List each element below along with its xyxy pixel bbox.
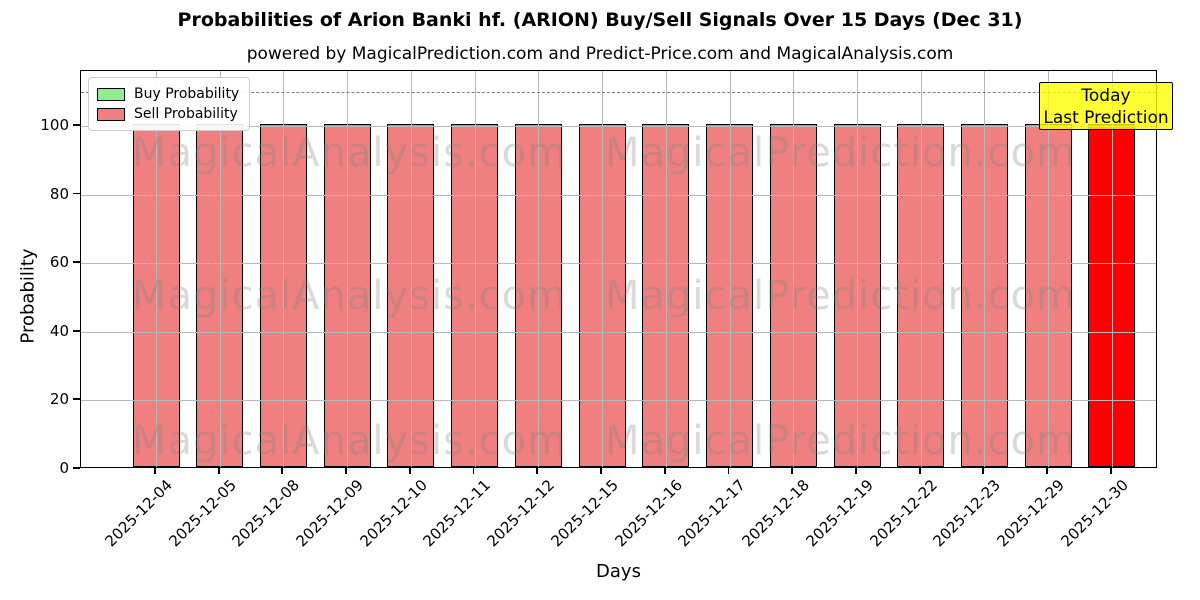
h-gridline [81, 331, 1156, 333]
x-tick [217, 468, 220, 474]
x-tick-label: 2025-12-23 [929, 476, 1005, 551]
legend-label-buy: Buy Probability [134, 86, 240, 102]
today-annotation-line2: Last Prediction [1043, 108, 1169, 128]
h-gridline [81, 126, 1156, 127]
x-tick-label: 2025-12-17 [674, 476, 750, 551]
y-tick [73, 467, 80, 469]
x-tick [663, 468, 666, 474]
x-tick-label: 2025-12-15 [547, 476, 622, 551]
x-tick [1046, 468, 1049, 474]
buy-swatch [97, 87, 125, 101]
x-tick [727, 468, 730, 474]
y-tick-label: 40 [49, 321, 69, 340]
v-gridline [729, 71, 731, 467]
x-tick-label: 2025-12-16 [611, 476, 686, 551]
x-tick [154, 468, 156, 474]
h-gridline [81, 194, 1156, 196]
x-tick-label: 2025-12-08 [228, 476, 304, 551]
watermark-analysis: MagicalAnalysis.com [132, 273, 568, 319]
x-tick [536, 468, 539, 474]
y-tick [73, 192, 80, 195]
chart-subtitle: powered by MagicalPrediction.com and Pre… [246, 44, 954, 64]
y-tick [73, 329, 80, 332]
y-tick [73, 261, 80, 263]
x-tick [1109, 468, 1112, 474]
x-tick [281, 468, 284, 474]
watermark-analysis: MagicalAnalysis.com [132, 130, 568, 176]
y-tick [73, 398, 80, 401]
x-axis-label: Days [596, 561, 641, 582]
chart-title: Probabilities of Arion Banki hf. (ARION)… [177, 9, 1023, 31]
v-gridline [283, 71, 285, 467]
v-gridline [219, 71, 221, 467]
x-tick [982, 468, 985, 474]
v-gridline [347, 71, 349, 467]
v-gridline [984, 71, 986, 467]
x-tick [600, 468, 602, 474]
x-tick-label: 2025-12-22 [866, 476, 941, 551]
x-tick [855, 468, 857, 474]
sell-swatch [97, 107, 125, 121]
v-gridline [1111, 71, 1113, 467]
y-tick-label: 60 [49, 253, 69, 272]
x-tick-label: 2025-12-09 [292, 476, 367, 551]
x-tick-label: 2025-12-30 [1057, 476, 1132, 551]
x-tick-label: 2025-12-19 [802, 476, 877, 551]
x-tick [408, 468, 411, 474]
v-gridline [538, 71, 540, 467]
x-tick [472, 468, 475, 474]
today-annotation-line1: Today [1081, 86, 1131, 106]
v-gridline [1048, 71, 1050, 467]
watermark-analysis: MagicalAnalysis.com [132, 418, 568, 464]
y-tick-label: 20 [49, 390, 69, 409]
x-tick-label: 2025-12-11 [420, 476, 495, 551]
x-tick-label: 2025-12-12 [483, 476, 559, 551]
v-gridline [410, 71, 412, 467]
y-tick-label: 0 [59, 459, 69, 477]
v-gridline [665, 71, 667, 467]
h-gridline [81, 400, 1156, 402]
x-tick [791, 468, 794, 474]
v-gridline [602, 71, 604, 467]
legend: Buy Probability Sell Probability [88, 77, 251, 131]
y-tick [73, 124, 80, 126]
v-gridline [920, 71, 922, 467]
y-tick-label: 100 [40, 116, 69, 134]
today-annotation: Today Last Prediction [1039, 82, 1173, 130]
legend-item-sell: Sell Probability [97, 104, 239, 124]
legend-item-buy: Buy Probability [97, 84, 239, 104]
x-tick-label: 2025-12-04 [101, 476, 176, 551]
x-tick [345, 468, 347, 474]
watermark-prediction: MagicalPrediction.com [605, 273, 1076, 319]
h-gridline [81, 263, 1156, 265]
plot-area: Buy Probability Sell Probability Today L… [80, 70, 1173, 468]
x-tick-label: 2025-12-05 [165, 476, 240, 551]
y-tick-label: 80 [49, 184, 69, 203]
v-gridline [857, 71, 859, 467]
watermark-prediction: MagicalPrediction.com [605, 418, 1076, 464]
v-gridline [793, 71, 795, 467]
x-tick-label: 2025-12-10 [356, 476, 431, 551]
v-gridline [156, 71, 157, 467]
v-gridline [474, 71, 476, 467]
x-tick-label: 2025-12-29 [993, 476, 1068, 551]
x-tick-label: 2025-12-18 [738, 476, 814, 551]
watermark-prediction: MagicalPrediction.com [605, 130, 1076, 176]
x-tick [918, 468, 921, 474]
legend-label-sell: Sell Probability [134, 106, 238, 122]
dashed-threshold-line [81, 91, 1156, 93]
